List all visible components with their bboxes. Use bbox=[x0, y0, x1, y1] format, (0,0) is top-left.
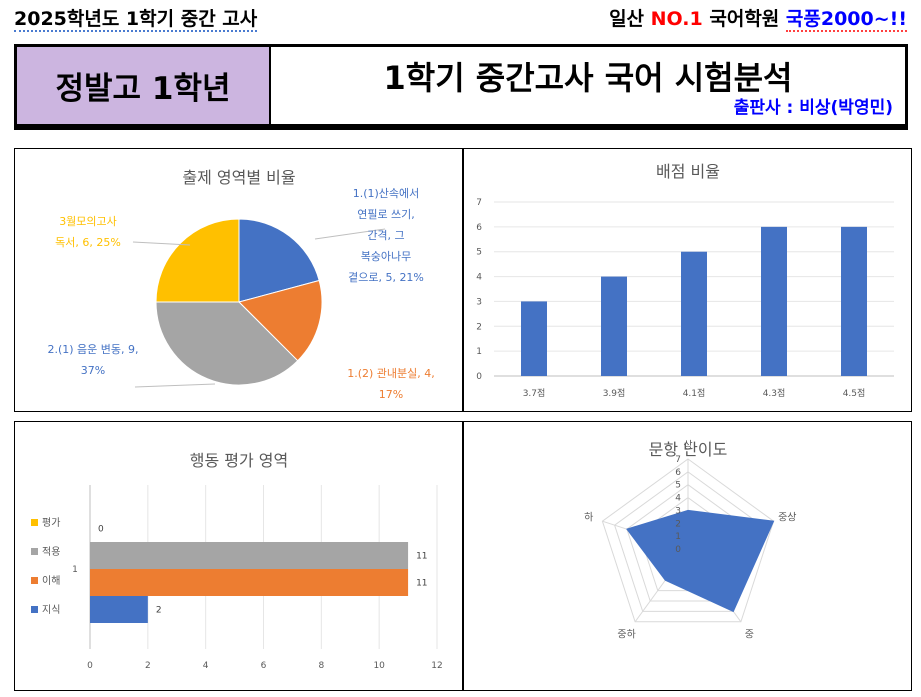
x-tick-label: 4.3점 bbox=[763, 387, 786, 399]
chart-title: 행동 평가 영역 bbox=[190, 451, 289, 470]
r-tick-label: 7 bbox=[675, 455, 681, 465]
y-tick-label: 1 bbox=[72, 565, 78, 575]
axis-label: 중 bbox=[745, 628, 754, 640]
data-label: 1.(1)산속에서 연필로 쓰기, 간격, 그 복숭아나무 곁으로, 5, 21% bbox=[348, 187, 424, 284]
bar bbox=[90, 569, 409, 596]
legend-label: 지식 bbox=[42, 604, 60, 616]
radar-gridline bbox=[614, 471, 762, 612]
legend-label: 평가 bbox=[42, 517, 60, 529]
pie-slice bbox=[155, 301, 299, 386]
exam-info: 1학기 중간고사 국어 시험분석 출판사 : 비상(박영민) bbox=[271, 47, 905, 124]
leader-line bbox=[134, 383, 216, 388]
legend-swatch bbox=[31, 577, 38, 584]
brand-prefix: 일산 bbox=[609, 8, 645, 30]
x-tick-label: 10 bbox=[373, 661, 385, 671]
bar bbox=[761, 226, 787, 376]
x-tick-label: 4.5점 bbox=[843, 387, 866, 399]
x-tick-label: 12 bbox=[431, 661, 442, 671]
y-tick-label: 7 bbox=[476, 198, 482, 208]
y-tick-label: 1 bbox=[476, 347, 482, 357]
pie-slice bbox=[238, 279, 323, 362]
x-tick-label: 3.7점 bbox=[523, 387, 546, 399]
y-tick-label: 2 bbox=[476, 322, 482, 332]
x-tick-label: 2 bbox=[145, 661, 151, 671]
legend-swatch bbox=[31, 519, 38, 526]
axis-label: 상 bbox=[683, 440, 692, 452]
y-tick-label: 0 bbox=[476, 372, 482, 382]
bar bbox=[90, 596, 148, 623]
r-tick-label: 4 bbox=[675, 494, 681, 504]
title-banner: 정발고 1학년 1학기 중간고사 국어 시험분석 출판사 : 비상(박영민) bbox=[14, 44, 908, 130]
axis-label: 중상 bbox=[778, 512, 796, 524]
legend-swatch bbox=[31, 548, 38, 555]
radar-area bbox=[626, 509, 775, 613]
brand-highlight: NO.1 bbox=[650, 8, 703, 30]
axis-label: 하 bbox=[584, 511, 593, 524]
pie-slice bbox=[155, 218, 240, 303]
brand-name: 국풍2000~!! bbox=[785, 8, 907, 32]
y-tick-label: 4 bbox=[476, 273, 482, 283]
y-tick-label: 6 bbox=[476, 223, 482, 233]
pie-slice bbox=[238, 218, 320, 303]
bar bbox=[681, 251, 707, 376]
chart-title: 배점 비율 bbox=[656, 162, 720, 181]
r-tick-label: 6 bbox=[675, 468, 681, 478]
bar-chart: 배점 비율 0 1 2 3 4 5 6 7 3.7점 3.9점 4.1점 4.3점 4.5점 bbox=[476, 162, 894, 399]
legend-swatch bbox=[31, 606, 38, 613]
x-tick-label: 4 bbox=[203, 661, 209, 671]
bar bbox=[601, 276, 627, 376]
x-tick-label: 6 bbox=[261, 661, 267, 671]
data-label: 3월모의고사 독서, 6, 25% bbox=[55, 215, 121, 249]
r-tick-label: 5 bbox=[675, 481, 681, 491]
bar bbox=[90, 542, 409, 569]
publisher-label: 출판사 : 비상(박영민) bbox=[733, 98, 893, 118]
brand-middle: 국어학원 bbox=[709, 8, 780, 30]
data-label: 11 bbox=[416, 579, 427, 589]
bar-chart-panel: 배점 비율 0 1 2 3 4 5 6 7 3.7점 3.9점 4.1점 4.3점 4.5점 bbox=[463, 148, 912, 412]
chart-title: 문항 난이도 bbox=[649, 440, 728, 459]
legend-label: 이해 bbox=[42, 574, 60, 587]
leader-line bbox=[314, 228, 386, 240]
r-tick-label: 2 bbox=[675, 519, 681, 529]
y-tick-label: 3 bbox=[476, 297, 482, 307]
bar bbox=[841, 226, 867, 376]
data-label: 0 bbox=[98, 525, 104, 535]
x-tick-label: 0 bbox=[87, 661, 93, 671]
chart-title: 출제 영역별 비율 bbox=[182, 168, 295, 187]
r-tick-label: 0 bbox=[675, 545, 681, 555]
r-tick-label: 3 bbox=[675, 506, 681, 516]
r-tick-label: 1 bbox=[675, 532, 681, 542]
school-label: 정발고 1학년 bbox=[17, 47, 271, 124]
pie-chart: 출제 영역별 비율 1.(1)산속에서 연필로 쓰기, 간격, 그 복숭아나무 곁으로, … bbox=[47, 168, 435, 401]
axis-label: 중하 bbox=[617, 627, 635, 640]
data-label: 2.(1) 음운 변동, 9, 37% bbox=[47, 343, 138, 377]
bar bbox=[521, 301, 547, 376]
x-tick-label: 3.9점 bbox=[603, 387, 626, 399]
x-tick-label: 4.1점 bbox=[683, 387, 706, 399]
data-label: 1.(2) 관내분실, 4, 17% bbox=[347, 367, 435, 401]
leader-line bbox=[132, 241, 191, 246]
legend-label: 적용 bbox=[42, 546, 60, 558]
radar-gridline bbox=[601, 458, 775, 623]
pie-chart-panel: 출제 영역별 비율 1.(1)산속에서 연필로 쓰기, 간격, 그 복숭아나무 곁으로, … bbox=[14, 148, 463, 412]
report-title: 2025학년도 1학기 중간 고사 bbox=[14, 8, 258, 32]
exam-title: 1학기 중간고사 국어 시험분석 bbox=[383, 59, 793, 97]
y-tick-label: 5 bbox=[476, 248, 482, 258]
data-label: 11 bbox=[416, 552, 427, 562]
academy-brand: 일산 NO.1 국어학원 국풍2000~!! bbox=[609, 4, 907, 32]
data-label: 2 bbox=[156, 606, 162, 616]
x-tick-label: 8 bbox=[318, 661, 324, 671]
